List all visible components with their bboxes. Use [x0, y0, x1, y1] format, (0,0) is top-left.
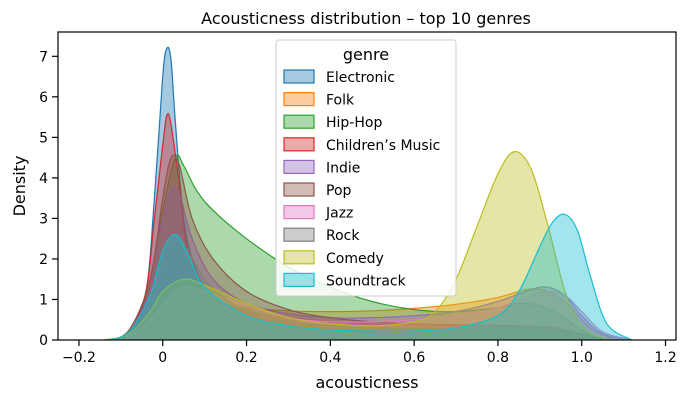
y-tick-label: 2 [39, 252, 48, 268]
density-area-soundtrack [108, 213, 634, 340]
legend: genre Electronic Folk Hip-Hop Children’s Mu… [275, 39, 457, 297]
plot-frame [57, 31, 677, 341]
legend-swatch [283, 114, 315, 129]
y-tick-label: 0 [39, 333, 48, 349]
density-area-rock [108, 233, 624, 340]
y-tick-label: 7 [39, 49, 48, 65]
legend-label: Indie [326, 160, 360, 176]
density-area-pop [108, 154, 624, 340]
legend-label: Children’s Music [326, 138, 440, 154]
legend-swatch [283, 227, 315, 242]
y-tick-label: 3 [39, 211, 48, 227]
legend-label: Comedy [326, 251, 384, 267]
y-axis-label: Density [10, 156, 29, 217]
x-tick-label: 1.0 [571, 350, 593, 366]
density-areas [103, 46, 634, 340]
density-area-folk [104, 288, 616, 340]
legend-swatch [283, 182, 315, 197]
x-axis-label: acousticness [315, 373, 418, 392]
density-area-comedy [103, 150, 624, 340]
legend-label: Folk [326, 93, 355, 109]
legend-frame [275, 39, 457, 297]
legend-swatch [283, 91, 315, 107]
legend-label: Pop [326, 183, 352, 199]
y-tick-label: 5 [39, 130, 48, 146]
legend-label: Hip-Hop [326, 115, 382, 131]
y-axis: 0 1 2 3 4 5 6 7 [39, 49, 58, 349]
x-tick-label: 0.8 [487, 350, 509, 366]
x-tick-label: −0.2 [62, 350, 96, 366]
legend-swatch [283, 137, 315, 152]
legend-label: Electronic [326, 70, 395, 86]
legend-swatch [283, 250, 315, 265]
legend-title: genre [343, 45, 389, 64]
legend-swatch [283, 69, 315, 84]
x-tick-label: 0.6 [403, 350, 425, 366]
x-tick-label: 0 [158, 350, 167, 366]
legend-swatch [283, 272, 315, 287]
y-tick-label: 6 [39, 90, 48, 106]
legend-label: Rock [326, 228, 360, 244]
density-area-jazz [104, 286, 633, 340]
legend-swatch [283, 159, 315, 174]
x-tick-label: 0.2 [235, 350, 257, 366]
legend-swatch [283, 205, 315, 220]
x-tick-label: 1.2 [654, 350, 676, 366]
y-tick-label: 4 [39, 171, 48, 187]
x-axis: −0.2 0 0.2 0.4 0.6 0.8 1.0 1.2 [62, 340, 677, 366]
chart-title: Acousticness distribution – top 10 genre… [201, 9, 531, 28]
legend-label: Soundtrack [326, 273, 407, 289]
y-tick-label: 1 [39, 292, 48, 308]
x-tick-label: 0.4 [319, 350, 341, 366]
legend-label: Jazz [325, 206, 353, 222]
